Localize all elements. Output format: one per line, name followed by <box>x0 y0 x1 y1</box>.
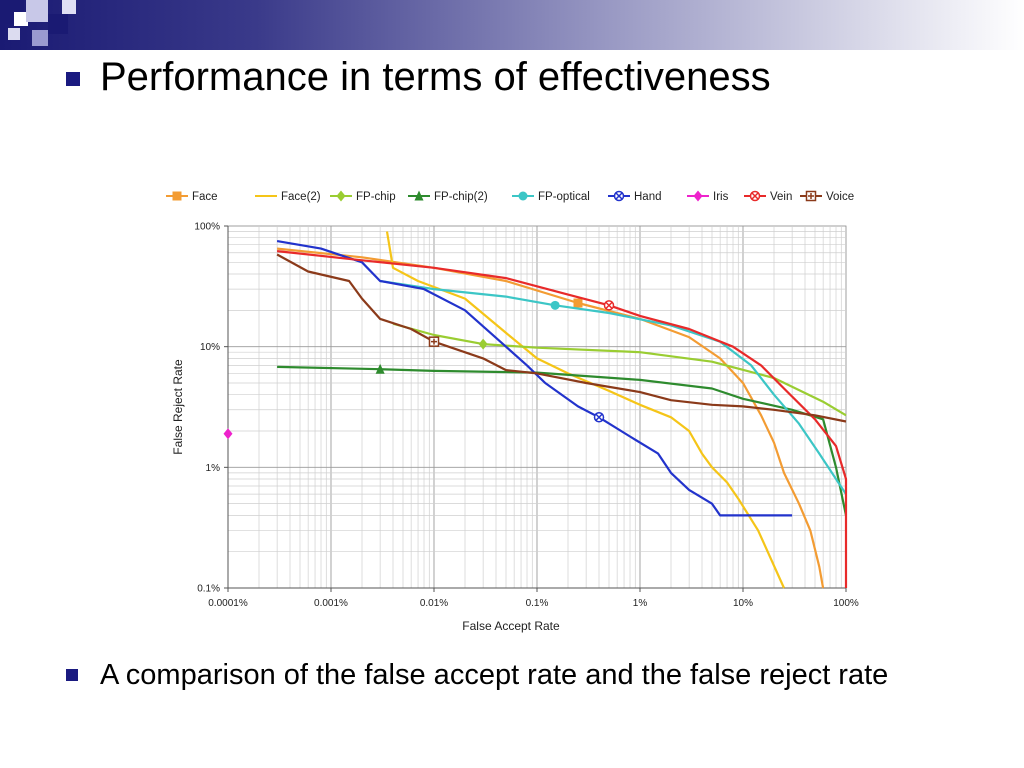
x-tick-label: 10% <box>733 598 753 609</box>
series-marker-iris <box>223 428 233 440</box>
series-marker-fp-chip-2 <box>375 363 385 374</box>
chart-labels: 0.0001% 0.001% 0.01% 0.1% 1% 10% 100% 0.1% 1% 10%… <box>171 222 859 634</box>
legend-label-hand: Hand <box>634 191 662 203</box>
x-tick-label: 0.01% <box>420 598 448 609</box>
title-banner <box>0 0 1024 50</box>
legend-marker-fp-chip <box>336 190 346 202</box>
legend-label-fp-chip: FP-chip <box>356 191 396 203</box>
x-tick-label: 0.0001% <box>208 598 248 609</box>
legend-label-iris: Iris <box>713 191 729 203</box>
chart-series <box>223 231 848 589</box>
legend-item-vein: Vein <box>744 190 792 203</box>
series-line-fp-chip <box>392 322 847 417</box>
series-line-vein <box>276 250 848 588</box>
legend-item-iris: Iris <box>687 190 729 203</box>
x-axis-label: False Accept Rate <box>462 619 560 633</box>
chart-axes <box>224 225 847 592</box>
legend-label-voice: Voice <box>826 191 854 203</box>
series-marker-face <box>573 298 583 308</box>
series-marker-fp-chip <box>478 338 488 350</box>
legend-marker-voice <box>805 190 817 202</box>
legend-item-face: Face <box>166 191 218 203</box>
legend-item-hand: Hand <box>608 190 662 203</box>
legend-label-vein: Vein <box>770 191 792 203</box>
x-tick-label: 0.1% <box>526 598 549 609</box>
legend-marker-face <box>172 191 182 201</box>
legend-marker-iris <box>693 190 703 202</box>
slide-title: Performance in terms of effectiveness <box>100 55 771 99</box>
series-marker-fp-optical <box>550 300 560 310</box>
x-tick-label: 100% <box>833 598 859 609</box>
x-tick-label: 1% <box>633 598 648 609</box>
series-marker-vein <box>603 300 615 311</box>
legend-marker-fp-optical <box>518 191 528 201</box>
legend-item-voice: Voice <box>800 190 854 203</box>
chart-legend: Face Face(2) FP-chip FP-chip(2) FP-optical Ha… <box>166 190 854 203</box>
legend-marker-fp-chip-2 <box>414 190 424 201</box>
series-marker-voice <box>428 336 440 347</box>
legend-item-fp-optical: FP-optical <box>512 191 590 203</box>
y-tick-label: 10% <box>200 342 220 353</box>
legend-label-face: Face <box>192 191 218 203</box>
series-line-face <box>276 247 825 589</box>
slide-body-text: A comparison of the false accept rate an… <box>100 659 889 691</box>
x-tick-label: 0.001% <box>314 598 348 609</box>
series-line-hand <box>276 240 793 517</box>
legend-label-face-2: Face(2) <box>281 191 321 203</box>
legend-item-face-2: Face(2) <box>255 191 321 203</box>
y-tick-label: 0.1% <box>197 584 220 595</box>
series-marker-hand <box>593 412 605 423</box>
legend-item-fp-chip: FP-chip <box>330 190 396 203</box>
legend-label-fp-chip-2: FP-chip(2) <box>434 191 488 203</box>
roc-chart: Face Face(2) FP-chip FP-chip(2) FP-optical Ha… <box>166 190 859 634</box>
text-bullet <box>66 669 78 681</box>
legend-item-fp-chip-2: FP-chip(2) <box>408 190 488 203</box>
title-bullet <box>66 72 80 86</box>
series-line-voice <box>276 253 847 423</box>
legend-label-fp-optical: FP-optical <box>538 191 590 203</box>
y-tick-label: 100% <box>194 222 220 233</box>
legend-marker-vein <box>749 190 761 202</box>
y-tick-label: 1% <box>206 463 221 474</box>
legend-marker-hand <box>613 190 625 202</box>
y-axis-label: False Reject Rate <box>171 359 185 455</box>
series-line-face-2 <box>385 231 786 589</box>
